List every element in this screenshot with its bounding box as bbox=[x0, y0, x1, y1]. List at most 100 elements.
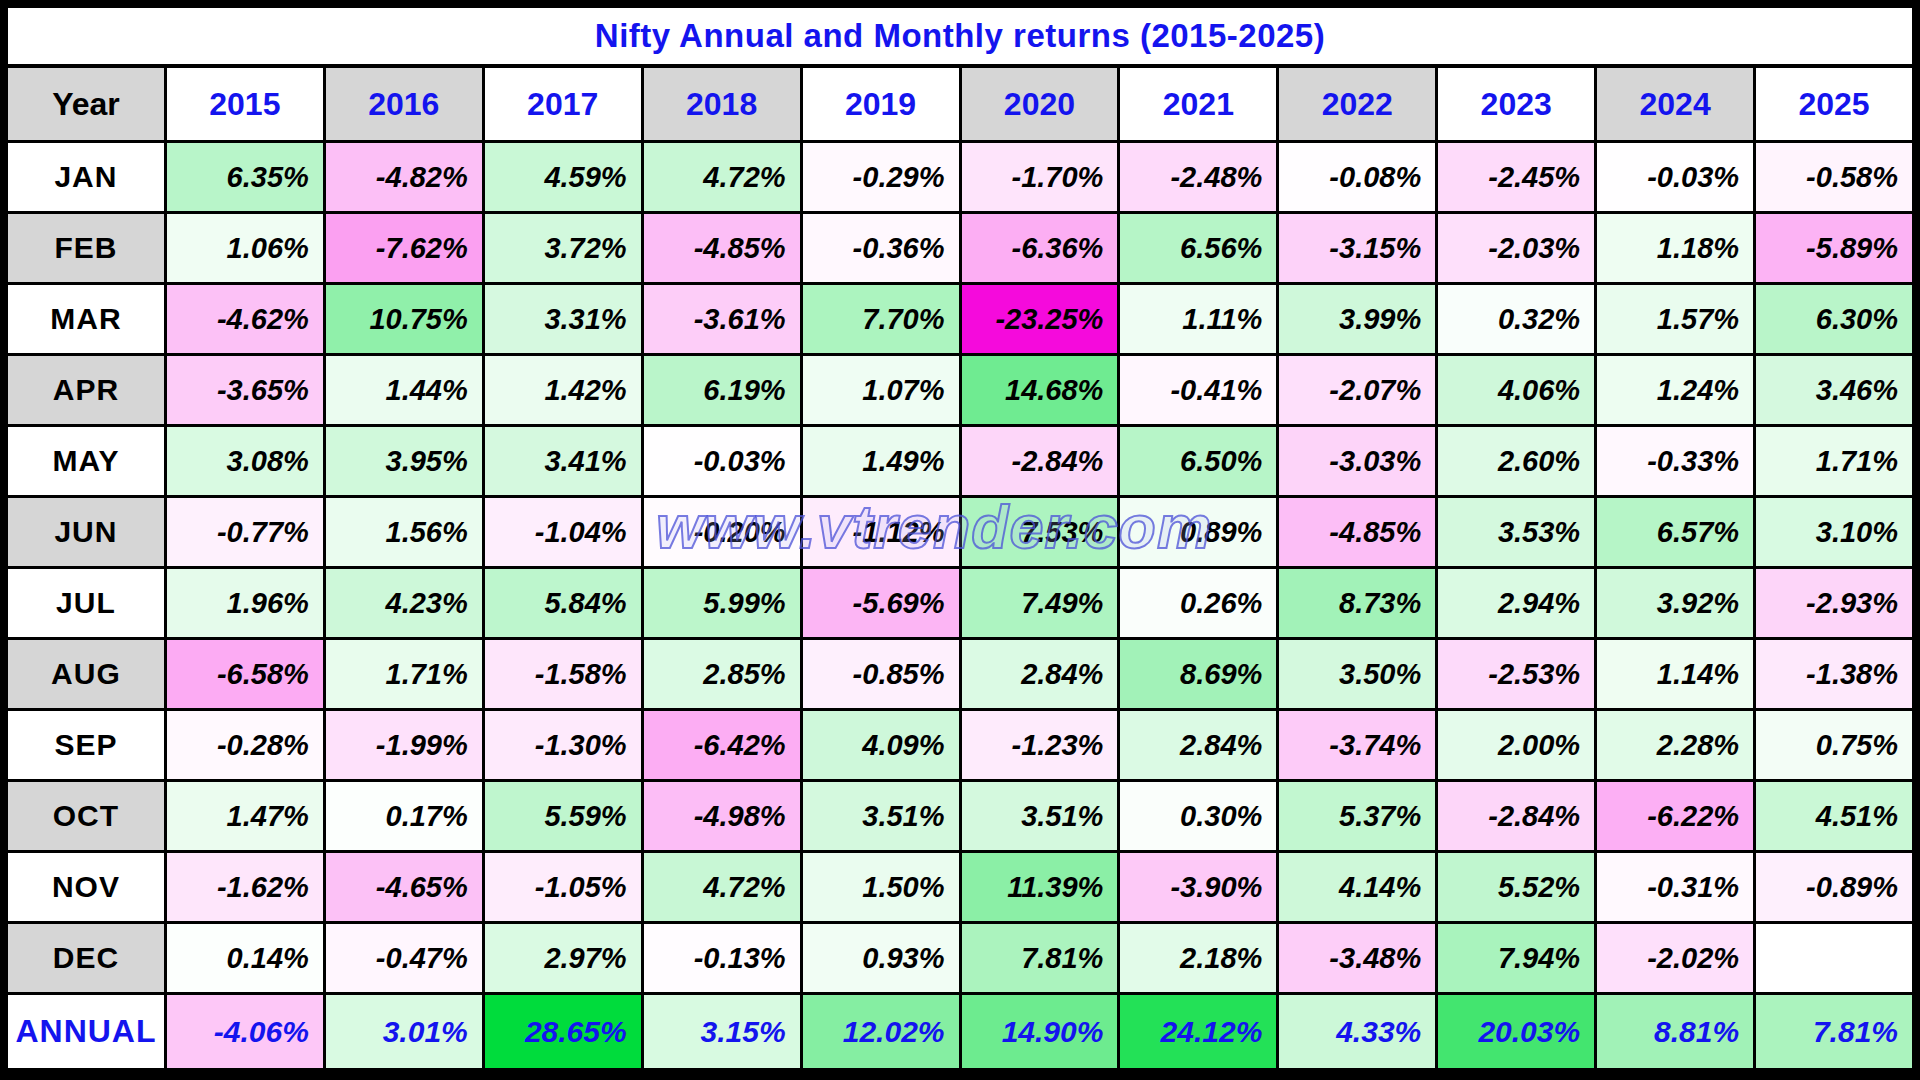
cell-mar-2016: 10.75% bbox=[326, 285, 482, 353]
cell-jul-2018: 5.99% bbox=[644, 569, 800, 637]
cell-jul-2021: 0.26% bbox=[1120, 569, 1276, 637]
cell-mar-2015: -4.62% bbox=[167, 285, 323, 353]
cell-mar-2022: 3.99% bbox=[1279, 285, 1435, 353]
annual-cell-2025: 7.81% bbox=[1756, 995, 1912, 1068]
annual-cell-2018: 3.15% bbox=[644, 995, 800, 1068]
cell-oct-2024: -6.22% bbox=[1597, 782, 1753, 850]
cell-jul-2015: 1.96% bbox=[167, 569, 323, 637]
col-header-2018: 2018 bbox=[644, 68, 800, 140]
cell-nov-2016: -4.65% bbox=[326, 853, 482, 921]
cell-may-2019: 1.49% bbox=[803, 427, 959, 495]
cell-mar-2019: 7.70% bbox=[803, 285, 959, 353]
cell-apr-2018: 6.19% bbox=[644, 356, 800, 424]
cell-apr-2024: 1.24% bbox=[1597, 356, 1753, 424]
cell-dec-2025 bbox=[1756, 924, 1912, 992]
cell-jun-2016: 1.56% bbox=[326, 498, 482, 566]
cell-jan-2021: -2.48% bbox=[1120, 143, 1276, 211]
cell-feb-2025: -5.89% bbox=[1756, 214, 1912, 282]
cell-apr-2021: -0.41% bbox=[1120, 356, 1276, 424]
cell-nov-2018: 4.72% bbox=[644, 853, 800, 921]
cell-aug-2021: 8.69% bbox=[1120, 640, 1276, 708]
cell-feb-2017: 3.72% bbox=[485, 214, 641, 282]
cell-nov-2019: 1.50% bbox=[803, 853, 959, 921]
cell-may-2024: -0.33% bbox=[1597, 427, 1753, 495]
cell-nov-2023: 5.52% bbox=[1438, 853, 1594, 921]
cell-oct-2021: 0.30% bbox=[1120, 782, 1276, 850]
cell-jan-2022: -0.08% bbox=[1279, 143, 1435, 211]
cell-aug-2018: 2.85% bbox=[644, 640, 800, 708]
cell-aug-2023: -2.53% bbox=[1438, 640, 1594, 708]
col-header-2022: 2022 bbox=[1279, 68, 1435, 140]
cell-jun-2021: 0.89% bbox=[1120, 498, 1276, 566]
cell-sep-2020: -1.23% bbox=[962, 711, 1118, 779]
cell-aug-2020: 2.84% bbox=[962, 640, 1118, 708]
cell-feb-2023: -2.03% bbox=[1438, 214, 1594, 282]
col-header-2023: 2023 bbox=[1438, 68, 1594, 140]
annual-cell-2015: -4.06% bbox=[167, 995, 323, 1068]
row-label-jul: JUL bbox=[8, 569, 164, 637]
cell-jun-2024: 6.57% bbox=[1597, 498, 1753, 566]
cell-nov-2022: 4.14% bbox=[1279, 853, 1435, 921]
cell-mar-2025: 6.30% bbox=[1756, 285, 1912, 353]
cell-nov-2017: -1.05% bbox=[485, 853, 641, 921]
row-label-sep: SEP bbox=[8, 711, 164, 779]
col-header-2016: 2016 bbox=[326, 68, 482, 140]
cell-apr-2017: 1.42% bbox=[485, 356, 641, 424]
cell-jun-2018: -0.20% bbox=[644, 498, 800, 566]
cell-dec-2021: 2.18% bbox=[1120, 924, 1276, 992]
cell-aug-2024: 1.14% bbox=[1597, 640, 1753, 708]
cell-jun-2020: 7.53% bbox=[962, 498, 1118, 566]
cell-jan-2020: -1.70% bbox=[962, 143, 1118, 211]
cell-may-2023: 2.60% bbox=[1438, 427, 1594, 495]
cell-sep-2025: 0.75% bbox=[1756, 711, 1912, 779]
cell-sep-2024: 2.28% bbox=[1597, 711, 1753, 779]
cell-sep-2022: -3.74% bbox=[1279, 711, 1435, 779]
cell-dec-2024: -2.02% bbox=[1597, 924, 1753, 992]
row-label-mar: MAR bbox=[8, 285, 164, 353]
cell-may-2018: -0.03% bbox=[644, 427, 800, 495]
annual-cell-2022: 4.33% bbox=[1279, 995, 1435, 1068]
cell-nov-2021: -3.90% bbox=[1120, 853, 1276, 921]
row-label-may: MAY bbox=[8, 427, 164, 495]
cell-nov-2024: -0.31% bbox=[1597, 853, 1753, 921]
col-header-2015: 2015 bbox=[167, 68, 323, 140]
cell-aug-2017: -1.58% bbox=[485, 640, 641, 708]
row-label-apr: APR bbox=[8, 356, 164, 424]
cell-jan-2019: -0.29% bbox=[803, 143, 959, 211]
cell-mar-2020: -23.25% bbox=[962, 285, 1118, 353]
cell-jan-2015: 6.35% bbox=[167, 143, 323, 211]
cell-oct-2025: 4.51% bbox=[1756, 782, 1912, 850]
cell-may-2022: -3.03% bbox=[1279, 427, 1435, 495]
cell-may-2020: -2.84% bbox=[962, 427, 1118, 495]
cell-feb-2024: 1.18% bbox=[1597, 214, 1753, 282]
cell-apr-2016: 1.44% bbox=[326, 356, 482, 424]
col-header-2021: 2021 bbox=[1120, 68, 1276, 140]
cell-jun-2015: -0.77% bbox=[167, 498, 323, 566]
col-header-2024: 2024 bbox=[1597, 68, 1753, 140]
cell-dec-2022: -3.48% bbox=[1279, 924, 1435, 992]
annual-cell-2017: 28.65% bbox=[485, 995, 641, 1068]
cell-may-2025: 1.71% bbox=[1756, 427, 1912, 495]
cell-apr-2020: 14.68% bbox=[962, 356, 1118, 424]
cell-dec-2023: 7.94% bbox=[1438, 924, 1594, 992]
annual-cell-2019: 12.02% bbox=[803, 995, 959, 1068]
row-label-feb: FEB bbox=[8, 214, 164, 282]
cell-oct-2019: 3.51% bbox=[803, 782, 959, 850]
cell-mar-2021: 1.11% bbox=[1120, 285, 1276, 353]
cell-oct-2022: 5.37% bbox=[1279, 782, 1435, 850]
cell-mar-2017: 3.31% bbox=[485, 285, 641, 353]
cell-may-2021: 6.50% bbox=[1120, 427, 1276, 495]
annual-cell-2016: 3.01% bbox=[326, 995, 482, 1068]
cell-dec-2019: 0.93% bbox=[803, 924, 959, 992]
cell-nov-2015: -1.62% bbox=[167, 853, 323, 921]
cell-jan-2018: 4.72% bbox=[644, 143, 800, 211]
cell-jan-2024: -0.03% bbox=[1597, 143, 1753, 211]
annual-cell-2024: 8.81% bbox=[1597, 995, 1753, 1068]
cell-jan-2017: 4.59% bbox=[485, 143, 641, 211]
col-header-2017: 2017 bbox=[485, 68, 641, 140]
cell-sep-2023: 2.00% bbox=[1438, 711, 1594, 779]
cell-dec-2015: 0.14% bbox=[167, 924, 323, 992]
cell-may-2016: 3.95% bbox=[326, 427, 482, 495]
cell-sep-2018: -6.42% bbox=[644, 711, 800, 779]
cell-oct-2015: 1.47% bbox=[167, 782, 323, 850]
